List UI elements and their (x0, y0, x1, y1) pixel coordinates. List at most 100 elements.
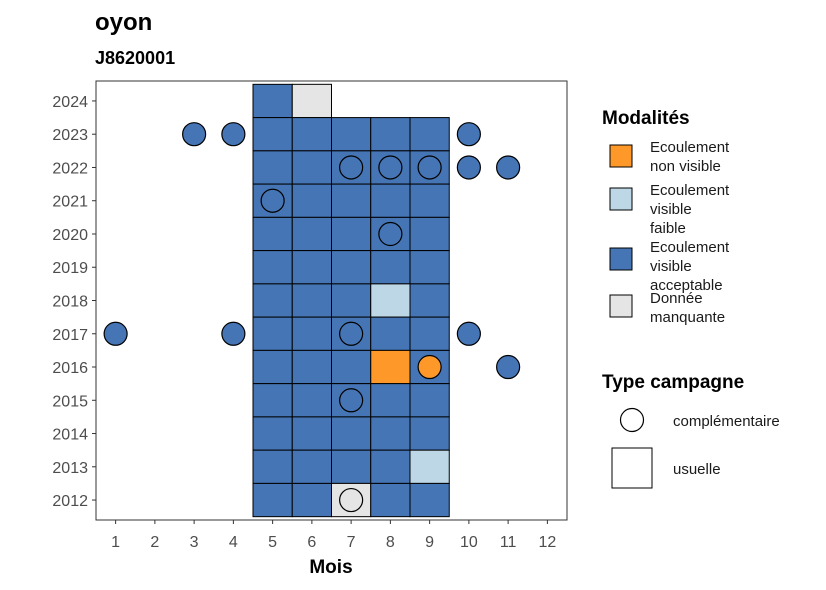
tile-2021-7 (331, 183, 372, 218)
tile-2013-6 (291, 449, 332, 484)
y-tick-label-2024: 2024 (52, 94, 88, 111)
tile-2018-8 (370, 283, 411, 318)
complementaire-points (103, 122, 521, 513)
point-2021-5 (260, 188, 285, 213)
tile-2017-9 (409, 316, 450, 351)
tile-2013-9 (409, 449, 450, 484)
point-2022-9 (417, 155, 442, 180)
legend-campagne-title: Type campagne (602, 372, 744, 393)
tile-2014-9 (409, 416, 450, 451)
usuelle-tiles (252, 83, 450, 518)
x-tick-label-11: 11 (500, 534, 517, 551)
legend-modalites-title: Modalités (602, 108, 690, 129)
tile-2020-7 (331, 216, 372, 252)
x-tick-label-4: 4 (229, 534, 238, 551)
tile-2018-7 (331, 283, 372, 318)
point-2017-10 (456, 321, 481, 346)
x-tick-label-7: 7 (347, 534, 356, 551)
tile-2024-5 (252, 83, 293, 119)
legend-key-usuelle (611, 447, 653, 489)
legend-type-campagne: Type campagne complémentaire usuelle (602, 372, 780, 489)
point-2020-8 (378, 221, 403, 247)
x-tick-label-12: 12 (538, 534, 556, 551)
tile-2019-9 (409, 250, 450, 285)
y-tick-label-2016: 2016 (52, 360, 88, 377)
legend-key-ecoulement_non_visible (609, 144, 633, 168)
y-tick-label-2018: 2018 (52, 294, 88, 311)
tile-2018-6 (291, 283, 332, 318)
point-2015-7 (339, 388, 364, 413)
point-2012-7 (339, 487, 364, 513)
legend-label-ecoulement_visible_faible: Ecoulement visible faible (650, 182, 730, 237)
tile-2023-8 (370, 117, 411, 152)
x-tick-label-6: 6 (307, 534, 316, 551)
y-axis: 2012 2013 2014 2015 2016 2017 2018 2019 2020 2021… (52, 94, 96, 510)
x-tick-label-9: 9 (425, 534, 434, 551)
point-2016-11 (496, 354, 521, 380)
tile-2021-6 (291, 183, 332, 218)
point-2023-4 (221, 122, 246, 147)
tile-2019-6 (291, 250, 332, 285)
tile-2018-9 (409, 283, 450, 318)
tile-2022-6 (291, 150, 332, 185)
point-2022-8 (378, 155, 403, 180)
tile-2024-6 (291, 83, 332, 119)
tile-2021-8 (370, 183, 411, 218)
tile-2023-5 (252, 117, 293, 152)
tile-2012-9 (409, 482, 450, 518)
tile-2016-8 (370, 349, 411, 385)
tile-2015-6 (291, 383, 332, 418)
tile-2014-8 (370, 416, 411, 451)
tile-2021-9 (409, 183, 450, 218)
x-axis: 1 2 3 4 5 6 7 8 9 10 11 12 (111, 520, 556, 551)
point-2017-4 (221, 321, 246, 346)
legend-label-ecoulement_visible_acceptable: Ecoulement visible acceptable (650, 239, 730, 294)
x-tick-label-2: 2 (150, 534, 159, 551)
tile-2013-7 (331, 449, 372, 484)
tile-2016-7 (331, 349, 372, 385)
point-2022-11 (496, 155, 521, 180)
legend-label-circle: complémentaire (673, 413, 780, 430)
x-tick-label-3: 3 (190, 534, 199, 551)
x-tick-label-5: 5 (268, 534, 277, 551)
y-tick-label-2023: 2023 (52, 127, 88, 144)
tile-2012-8 (370, 482, 411, 518)
point-2023-10 (456, 122, 481, 147)
y-tick-label-2012: 2012 (52, 493, 88, 510)
tile-2014-6 (291, 416, 332, 451)
x-axis-title: Mois (309, 557, 352, 578)
x-tick-label-10: 10 (460, 534, 478, 551)
y-tick-label-2022: 2022 (52, 160, 88, 177)
legend-label-ecoulement_non_visible: Ecoulement non visible (650, 139, 730, 175)
tile-2018-5 (252, 283, 293, 318)
tile-2013-5 (252, 449, 293, 484)
tile-2017-5 (252, 316, 293, 351)
tile-2014-5 (252, 416, 293, 451)
legend-key-donnee_manquante (609, 294, 633, 318)
chart-subtitle: J8620001 (95, 48, 175, 68)
tile-2023-6 (291, 117, 332, 152)
tile-2017-6 (291, 316, 332, 351)
tile-2020-9 (409, 216, 450, 252)
tile-2013-8 (370, 449, 411, 484)
tile-2015-8 (370, 383, 411, 418)
tile-2020-5 (252, 216, 293, 252)
point-2017-1 (103, 321, 128, 346)
legend-label-square: usuelle (673, 461, 721, 478)
legend-modalites: Modalités Ecoulement non visible Ecoulemen… (602, 108, 730, 326)
point-2022-7 (339, 155, 364, 180)
point-2016-9 (417, 354, 442, 380)
y-tick-label-2017: 2017 (52, 327, 88, 344)
point-2017-7 (339, 321, 364, 346)
tile-2012-5 (252, 482, 293, 518)
tile-2019-5 (252, 250, 293, 285)
y-tick-label-2013: 2013 (52, 460, 88, 477)
legend-key-ecoulement_visible_acceptable (609, 247, 633, 271)
legend-label-donnee_manquante: Donnée manquante (650, 290, 725, 326)
y-tick-label-2020: 2020 (52, 227, 88, 244)
tile-2020-6 (291, 216, 332, 252)
tile-2016-6 (291, 349, 332, 385)
tile-2016-5 (252, 349, 293, 385)
tile-2012-6 (291, 482, 332, 518)
